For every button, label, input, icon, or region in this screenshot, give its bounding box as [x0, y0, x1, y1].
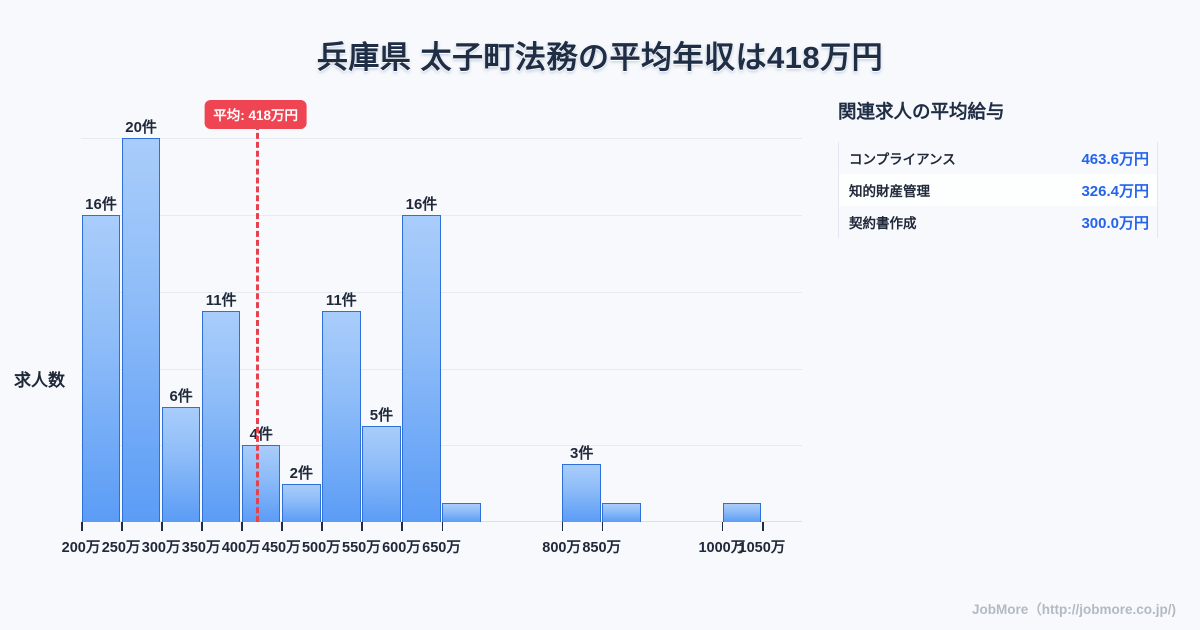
- average-salary-line: [255, 124, 259, 522]
- x-axis-tick-label: 800万: [542, 540, 582, 556]
- histogram-chart: 求人数 16件 200万 20件 250万 6件 300万 11件 350万 4件 400万 2件 4…: [0, 88, 820, 598]
- table-row: コンプライアンス 463.6万円: [838, 142, 1159, 174]
- histogram-bar: [362, 426, 401, 522]
- bar-value-label: 2件: [289, 464, 313, 482]
- plot-area: 16件 200万 20件 250万 6件 300万 11件 350万 4件 400万 2件 450万 1…: [62, 100, 802, 556]
- x-axis-tick-label: 250万: [101, 540, 141, 556]
- bar-value-label: 4件: [249, 426, 273, 444]
- histogram-bar: [562, 464, 601, 522]
- x-axis-tick: [441, 522, 444, 531]
- x-axis-tick: [721, 522, 724, 531]
- job-category-label: コンプライアンス: [838, 142, 1033, 174]
- histogram-bar: [322, 311, 361, 522]
- histogram-bar: [402, 215, 441, 522]
- bar-value-label: 3件: [570, 445, 594, 463]
- x-axis-tick: [401, 522, 404, 531]
- job-category-label: 契約書作成: [838, 206, 1033, 238]
- y-axis-title: 求人数: [14, 371, 65, 390]
- x-axis-tick-label: 1050万: [738, 540, 786, 556]
- histogram-bar: [201, 311, 241, 522]
- x-axis-tick: [121, 522, 123, 531]
- x-axis-tick: [201, 522, 203, 531]
- job-average-salary-value: 300.0万円: [1032, 206, 1159, 238]
- x-axis-tick-label: 400万: [221, 540, 261, 556]
- x-axis-tick-label: 350万: [181, 540, 221, 556]
- bar-value-label: 6件: [169, 387, 193, 405]
- histogram-bar: [602, 502, 641, 522]
- table-row: 契約書作成 300.0万円: [838, 206, 1159, 238]
- x-axis-tick: [241, 522, 243, 531]
- job-average-salary-value: 326.4万円: [1032, 174, 1159, 206]
- average-salary-badge: 平均: 418万円: [204, 100, 308, 129]
- bar-value-label: 16件: [85, 196, 117, 214]
- x-axis-tick: [321, 522, 323, 531]
- x-axis-tick: [81, 522, 83, 531]
- gridline: [81, 138, 802, 140]
- x-axis-tick: [161, 522, 163, 531]
- x-axis-tick: [601, 522, 604, 531]
- page-title: 兵庫県 太子町法務の平均年収は418万円: [316, 40, 884, 75]
- gridline: [81, 445, 802, 447]
- x-axis-tick-label: 600万: [382, 540, 421, 556]
- x-axis-tick-label: 300万: [141, 540, 181, 556]
- histogram-bar: [241, 445, 281, 522]
- bar-value-label: 16件: [405, 196, 438, 214]
- histogram-bar: [161, 406, 201, 522]
- x-axis-tick: [361, 522, 363, 531]
- related-salary-table: コンプライアンス 463.6万円 知的財産管理 326.4万円 契約書作成 300.0万円: [838, 142, 1159, 238]
- gridline: [81, 215, 802, 217]
- histogram-bar: [121, 138, 161, 522]
- x-axis-tick-label: 1000万: [698, 540, 746, 556]
- bar-value-label: 11件: [325, 292, 357, 309]
- x-axis-tick-label: 550万: [342, 540, 381, 556]
- histogram-bar: [281, 483, 321, 522]
- x-axis-baseline: [81, 521, 802, 522]
- x-axis-tick-label: 500万: [301, 540, 341, 556]
- related-salary-title: 関連求人の平均給与: [838, 101, 1005, 122]
- x-axis-tick-label: 650万: [422, 540, 461, 556]
- x-axis-tick-label: 850万: [582, 540, 622, 556]
- x-axis-tick-label: 450万: [261, 540, 301, 556]
- job-average-salary-value: 463.6万円: [1032, 142, 1159, 174]
- gridline: [81, 291, 802, 293]
- footer-attribution: JobMore（http://jobmore.co.jp/): [972, 602, 1176, 617]
- gridline: [81, 368, 802, 370]
- x-axis-tick: [761, 522, 764, 531]
- bar-value-label: 11件: [205, 292, 237, 309]
- related-salary-panel: 関連求人の平均給与 コンプライアンス 463.6万円 知的財産管理 326.4万円 契約…: [838, 98, 1178, 238]
- bar-value-label: 20件: [125, 119, 157, 137]
- x-axis-tick-label: 200万: [61, 540, 101, 556]
- histogram-bar: [442, 502, 481, 522]
- histogram-bar: [81, 215, 121, 522]
- histogram-bar: [722, 502, 762, 522]
- job-category-label: 知的財産管理: [838, 174, 1033, 206]
- x-axis-tick: [281, 522, 283, 531]
- x-axis-tick: [561, 522, 564, 531]
- bar-value-label: 5件: [369, 407, 394, 425]
- table-row: 知的財産管理 326.4万円: [838, 174, 1159, 206]
